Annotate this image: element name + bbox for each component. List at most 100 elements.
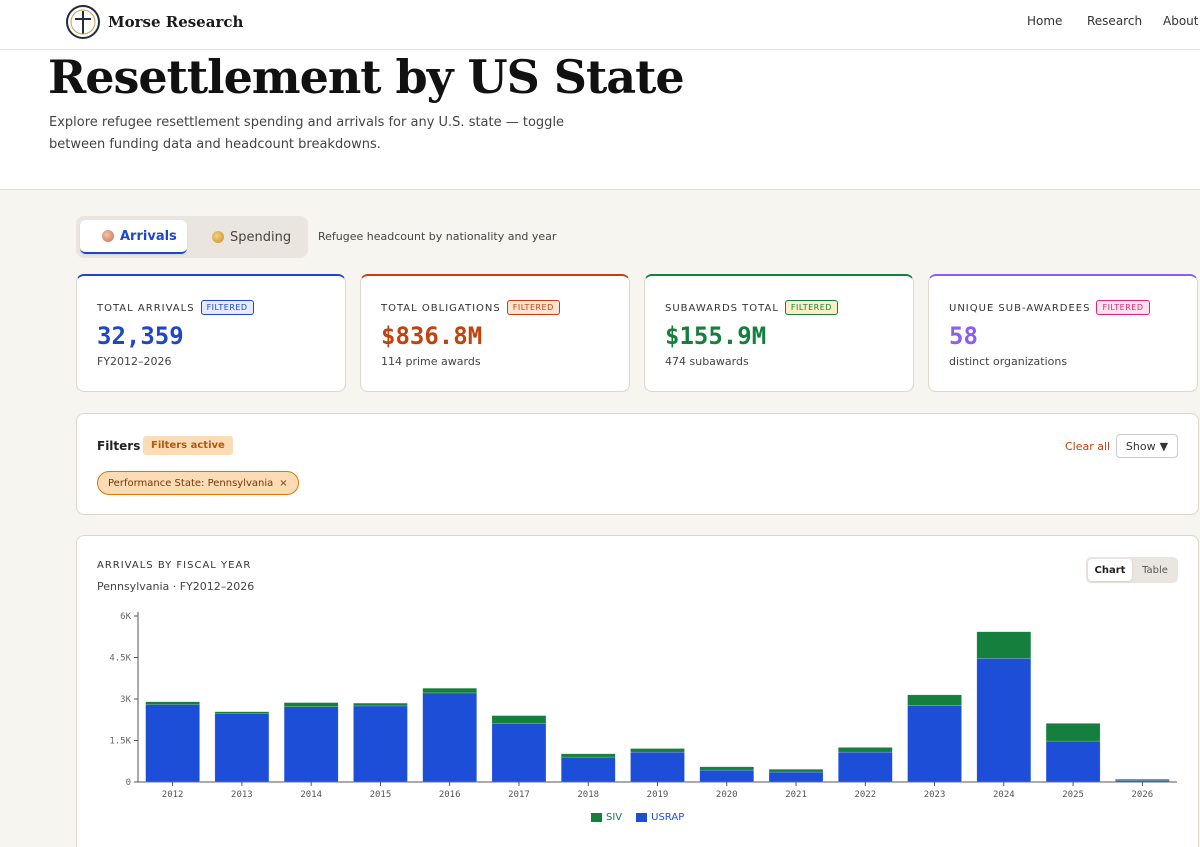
table-view-button[interactable]: Table xyxy=(1142,564,1168,576)
tab-arrivals[interactable]: Arrivals xyxy=(80,220,187,254)
siv-swatch xyxy=(591,813,602,822)
y-tick-label: 3K xyxy=(120,695,131,705)
arrivals-chart-card: 0 1.5K 3K 4.5K 6K 2012 2013 2014 2015 2016 2017 201… xyxy=(76,535,1199,847)
bar-usrap-2020 xyxy=(699,769,755,783)
top-navbar: Morse Research Home Research About xyxy=(0,0,1200,50)
chart-subtitle: Pennsylvania · FY2012–2026 xyxy=(97,580,255,593)
tab-spending[interactable]: Spending xyxy=(192,220,302,254)
bar-siv-2017 xyxy=(491,715,547,724)
legend-siv[interactable]: SIV xyxy=(591,812,622,823)
chart-legend: SIV USRAP xyxy=(591,812,684,823)
x-tick-label: 2012 xyxy=(162,790,184,800)
y-tick-label: 1.5K xyxy=(109,737,131,747)
nav-about-link[interactable]: About xyxy=(1163,14,1199,28)
bar-usrap-2019 xyxy=(630,751,685,783)
card-subtext: 114 prime awards xyxy=(381,355,481,368)
bar-usrap-2016 xyxy=(422,692,477,783)
card-subtext: distinct organizations xyxy=(949,355,1068,368)
bar-usrap-2014 xyxy=(283,706,339,783)
tabs-description: Refugee headcount by nationality and yea… xyxy=(318,230,557,243)
filtered-badge: FILTERED xyxy=(200,300,254,315)
usrap-swatch xyxy=(636,813,648,822)
card-label: SUBAWARDS TOTAL FILTERED xyxy=(665,300,838,315)
show-filters-button[interactable]: Show ▼ xyxy=(1116,434,1178,458)
x-tick-label: 2015 xyxy=(370,790,392,800)
filtered-badge: FILTERED xyxy=(1096,300,1150,315)
x-tick-label: 2021 xyxy=(785,790,807,800)
chip-label: Performance State: Pennsylvania xyxy=(108,477,274,489)
chart-title: ARRIVALS BY FISCAL YEAR xyxy=(97,560,252,571)
subawards-total-card: SUBAWARDS TOTAL FILTERED $155.9M 474 suba… xyxy=(644,274,914,392)
x-tick-label: 2013 xyxy=(231,790,253,800)
clear-all-button[interactable]: Clear all xyxy=(1065,440,1111,453)
x-tick-label: 2025 xyxy=(1062,790,1084,800)
filters-active-badge: Filters active xyxy=(143,436,233,455)
page-title: Resettlement by US State xyxy=(48,50,685,104)
x-tick-label: 2024 xyxy=(993,790,1015,800)
legend-usrap[interactable]: USRAP xyxy=(636,812,684,823)
card-label: UNIQUE SUB-AWARDEES FILTERED xyxy=(949,300,1150,315)
x-tick-label: 2019 xyxy=(647,790,669,800)
y-tick-label: 6K xyxy=(120,612,131,622)
bar-siv-2019 xyxy=(630,748,685,753)
x-tick-label: 2016 xyxy=(439,790,461,800)
bar-siv-2020 xyxy=(699,766,755,771)
x-tick-label: 2014 xyxy=(300,790,322,800)
filtered-badge: FILTERED xyxy=(506,300,560,315)
bar-usrap-2018 xyxy=(560,756,616,783)
x-tick-label: 2026 xyxy=(1132,790,1154,800)
y-tick-label: 0 xyxy=(126,778,131,788)
total-arrivals-card: TOTAL ARRIVALS FILTERED 32,359 FY2012–202… xyxy=(76,274,346,392)
filter-chip-performance-state[interactable]: Performance State: Pennsylvania × xyxy=(97,471,299,495)
card-subtext: FY2012–2026 xyxy=(97,355,172,368)
x-tick-label: 2017 xyxy=(508,790,530,800)
hero-section: Resettlement by US State Explore refugee… xyxy=(0,50,1200,190)
page-description: Explore refugee resettlement spending an… xyxy=(49,115,565,152)
bar-siv-2018 xyxy=(560,753,616,758)
chart-table-toggle: Chart Table xyxy=(1086,557,1178,583)
brand-name[interactable]: Morse Research xyxy=(108,13,244,31)
view-tabs: Arrivals Spending xyxy=(76,216,308,258)
tab-arrivals-label: Arrivals xyxy=(120,228,177,244)
card-value: $155.9M xyxy=(665,322,767,350)
card-value: $836.8M xyxy=(381,322,483,350)
bar-siv-2016 xyxy=(422,687,477,694)
x-tick-label: 2023 xyxy=(924,790,946,800)
bar-usrap-2015 xyxy=(353,705,408,783)
x-tick-label: 2022 xyxy=(854,790,876,800)
filters-title: Filters xyxy=(97,439,141,453)
card-subtext: 474 subawards xyxy=(665,355,749,368)
bar-usrap-2022 xyxy=(838,751,893,783)
x-tick-label: 2020 xyxy=(716,790,738,800)
bar-usrap-2021 xyxy=(768,771,824,783)
bar-siv-2024 xyxy=(976,631,1032,659)
nav-research-link[interactable]: Research xyxy=(1087,14,1143,28)
money-bag-icon xyxy=(212,231,224,243)
bar-siv-2015 xyxy=(353,702,408,707)
unique-sub-awardees-card: UNIQUE SUB-AWARDEES FILTERED 58 distinct … xyxy=(928,274,1198,392)
bar-usrap-2017 xyxy=(491,723,547,783)
arrivals-bar-chart: 0 1.5K 3K 4.5K 6K 2012 2013 2014 2015 2016 2017 201… xyxy=(109,612,1177,800)
globe-icon xyxy=(102,230,114,242)
bar-siv-2013 xyxy=(214,711,270,714)
bar-siv-2021 xyxy=(768,769,824,773)
bar-usrap-2024 xyxy=(976,658,1032,783)
chart-view-button[interactable]: Chart xyxy=(1088,559,1132,581)
caret-down-icon: ▼ xyxy=(1159,439,1169,453)
x-tick-label: 2018 xyxy=(577,790,599,800)
logo-icon[interactable] xyxy=(66,5,100,39)
bar-usrap-2023 xyxy=(907,705,962,783)
bar-siv-2012 xyxy=(145,701,200,705)
close-icon[interactable]: × xyxy=(279,477,288,489)
card-label: TOTAL OBLIGATIONS FILTERED xyxy=(381,300,560,315)
nav-home-link[interactable]: Home xyxy=(1027,14,1063,28)
total-obligations-card: TOTAL OBLIGATIONS FILTERED $836.8M 114 pr… xyxy=(360,274,630,392)
card-value: 32,359 xyxy=(97,322,184,350)
y-tick-label: 4.5K xyxy=(109,654,131,664)
card-value: 58 xyxy=(949,322,978,350)
bar-siv-2025 xyxy=(1045,723,1101,742)
bar-usrap-2012 xyxy=(145,704,200,783)
filters-panel: Filters Filters active Clear all Show ▼ … xyxy=(76,413,1199,515)
bar-usrap-2025 xyxy=(1045,740,1101,783)
bar-usrap-2013 xyxy=(214,713,270,783)
